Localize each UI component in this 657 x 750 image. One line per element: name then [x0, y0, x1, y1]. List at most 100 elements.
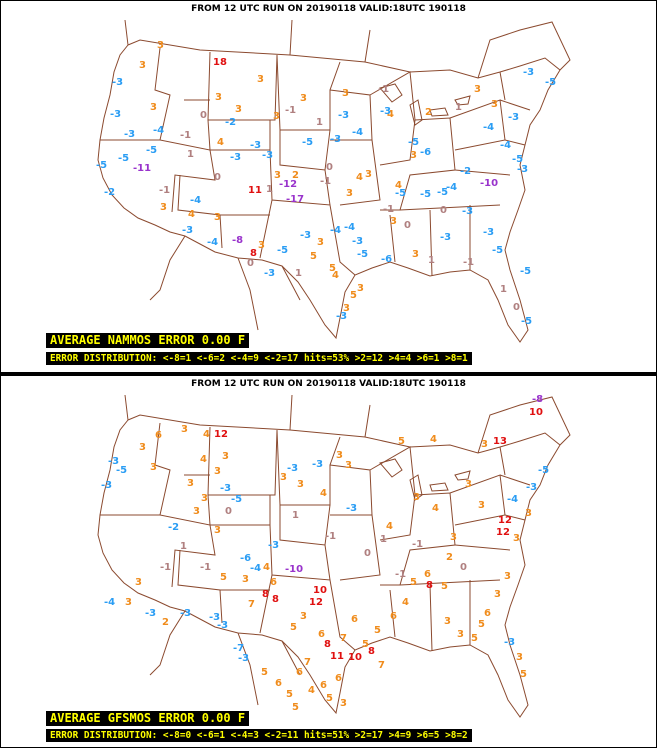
station-error-label: -3	[380, 106, 391, 117]
map-boundaries	[97, 19, 571, 343]
station-error-label: 6	[351, 614, 358, 625]
station-error-label: 5	[362, 639, 369, 650]
station-error-label: 8	[250, 248, 257, 259]
station-error-label: 3	[317, 237, 324, 248]
station-error-label: -1	[160, 562, 171, 573]
station-error-label: 3	[297, 479, 304, 490]
station-error-label: 3	[273, 111, 280, 122]
error-distribution-label: ERROR DISTRIBUTION: <-8=1 <-6=2 <-4=9 <-…	[46, 352, 472, 365]
station-error-label: -5	[146, 145, 157, 156]
station-error-label: 3	[457, 629, 464, 640]
station-error-label: 1	[187, 149, 194, 160]
station-error-label: 1	[428, 255, 435, 266]
station-error-label: 8	[426, 580, 433, 591]
station-error-label: 1	[180, 541, 187, 552]
station-error-label: 3	[504, 571, 511, 582]
station-error-label: 8	[262, 589, 269, 600]
station-error-label: -3	[264, 268, 275, 279]
station-error-label: -6	[420, 147, 431, 158]
station-error-label: 3	[412, 249, 419, 260]
station-error-label: 3	[516, 652, 523, 663]
station-error-label: -8	[532, 394, 543, 405]
station-error-label: -5	[492, 245, 503, 256]
map-boundaries	[97, 394, 571, 718]
station-error-label: 1	[292, 510, 299, 521]
station-error-label: 0	[460, 562, 467, 573]
station-error-label: -1	[463, 257, 474, 268]
station-error-label: -1	[325, 531, 336, 542]
station-error-label: 3	[193, 506, 200, 517]
station-error-label: 6	[484, 608, 491, 619]
run-header: FROM 12 UTC RUN ON 20190118 VALID:18UTC …	[191, 379, 466, 389]
run-header: FROM 12 UTC RUN ON 20190118 VALID:18UTC …	[191, 4, 466, 14]
station-error-label: -4	[507, 494, 518, 505]
station-error-label: -17	[286, 194, 304, 205]
station-error-label: -5	[118, 153, 129, 164]
station-error-label: 0	[214, 172, 221, 183]
station-error-label: 0	[404, 220, 411, 231]
station-error-label: 4	[432, 503, 439, 514]
station-error-label: 3	[300, 93, 307, 104]
station-error-label: 11	[248, 185, 262, 196]
average-error-label: AVERAGE GFSMOS ERROR 0.00 F	[46, 711, 250, 726]
station-error-label: 3	[160, 202, 167, 213]
station-error-label: 18	[213, 57, 227, 68]
station-error-label: 1	[266, 184, 273, 195]
station-error-label: 6	[296, 667, 303, 678]
station-error-label: -10	[285, 564, 303, 575]
station-error-label: 6	[424, 569, 431, 580]
station-error-label: -3	[287, 463, 298, 474]
station-error-label: 12	[498, 515, 512, 526]
station-error-label: -5	[520, 266, 531, 277]
station-error-label: 3	[444, 616, 451, 627]
station-error-label: -5	[357, 249, 368, 260]
station-error-label: 6	[335, 673, 342, 684]
station-error-label: 6	[318, 629, 325, 640]
station-error-label: 3	[150, 102, 157, 113]
station-error-label: 5	[326, 693, 333, 704]
station-error-label: -3	[517, 164, 528, 175]
station-error-label: -3	[262, 150, 273, 161]
gfsmos-error-panel: FROM 12 UTC RUN ON 20190118 VALID:18UTC …	[0, 375, 657, 748]
station-error-label: 5	[286, 689, 293, 700]
station-error-label: 3	[300, 611, 307, 622]
station-error-label: 7	[248, 599, 255, 610]
station-error-label: 3	[139, 60, 146, 71]
station-error-label: 0	[225, 506, 232, 517]
station-error-label: 3	[491, 99, 498, 110]
station-error-label: 5	[520, 669, 527, 680]
station-error-label: -2	[225, 117, 236, 128]
station-error-label: 5	[410, 577, 417, 588]
station-error-label: -1	[180, 130, 191, 141]
station-error-label: 0	[326, 162, 333, 173]
station-error-label: -6	[240, 553, 251, 564]
station-error-label: 2	[292, 170, 299, 181]
station-error-label: 3	[201, 493, 208, 504]
station-error-label: 3	[513, 533, 520, 544]
station-error-label: 5	[350, 290, 357, 301]
station-error-label: 10	[529, 407, 543, 418]
station-error-label: -3	[338, 110, 349, 121]
station-error-label: 13	[493, 436, 507, 447]
station-error-label: -5	[277, 245, 288, 256]
station-error-label: 3	[242, 574, 249, 585]
station-error-label: 11	[330, 651, 344, 662]
station-error-label: -5	[302, 137, 313, 148]
station-error-label: -3	[112, 77, 123, 88]
station-error-label: -3	[483, 227, 494, 238]
station-error-label: -3	[220, 483, 231, 494]
nammos-error-panel: FROM 12 UTC RUN ON 20190118 VALID:18UTC …	[0, 0, 657, 373]
station-error-label: -5	[420, 189, 431, 200]
station-error-label: 3	[214, 525, 221, 536]
station-error-label: 5	[478, 619, 485, 630]
station-error-label: 4	[332, 270, 339, 281]
station-error-label: -5	[408, 137, 419, 148]
station-error-label: 3	[187, 478, 194, 489]
station-error-label: 0	[200, 110, 207, 121]
station-error-label: 4	[200, 454, 207, 465]
station-error-label: -4	[344, 222, 355, 233]
station-error-label: -3	[217, 620, 228, 631]
station-error-label: 1	[500, 284, 507, 295]
